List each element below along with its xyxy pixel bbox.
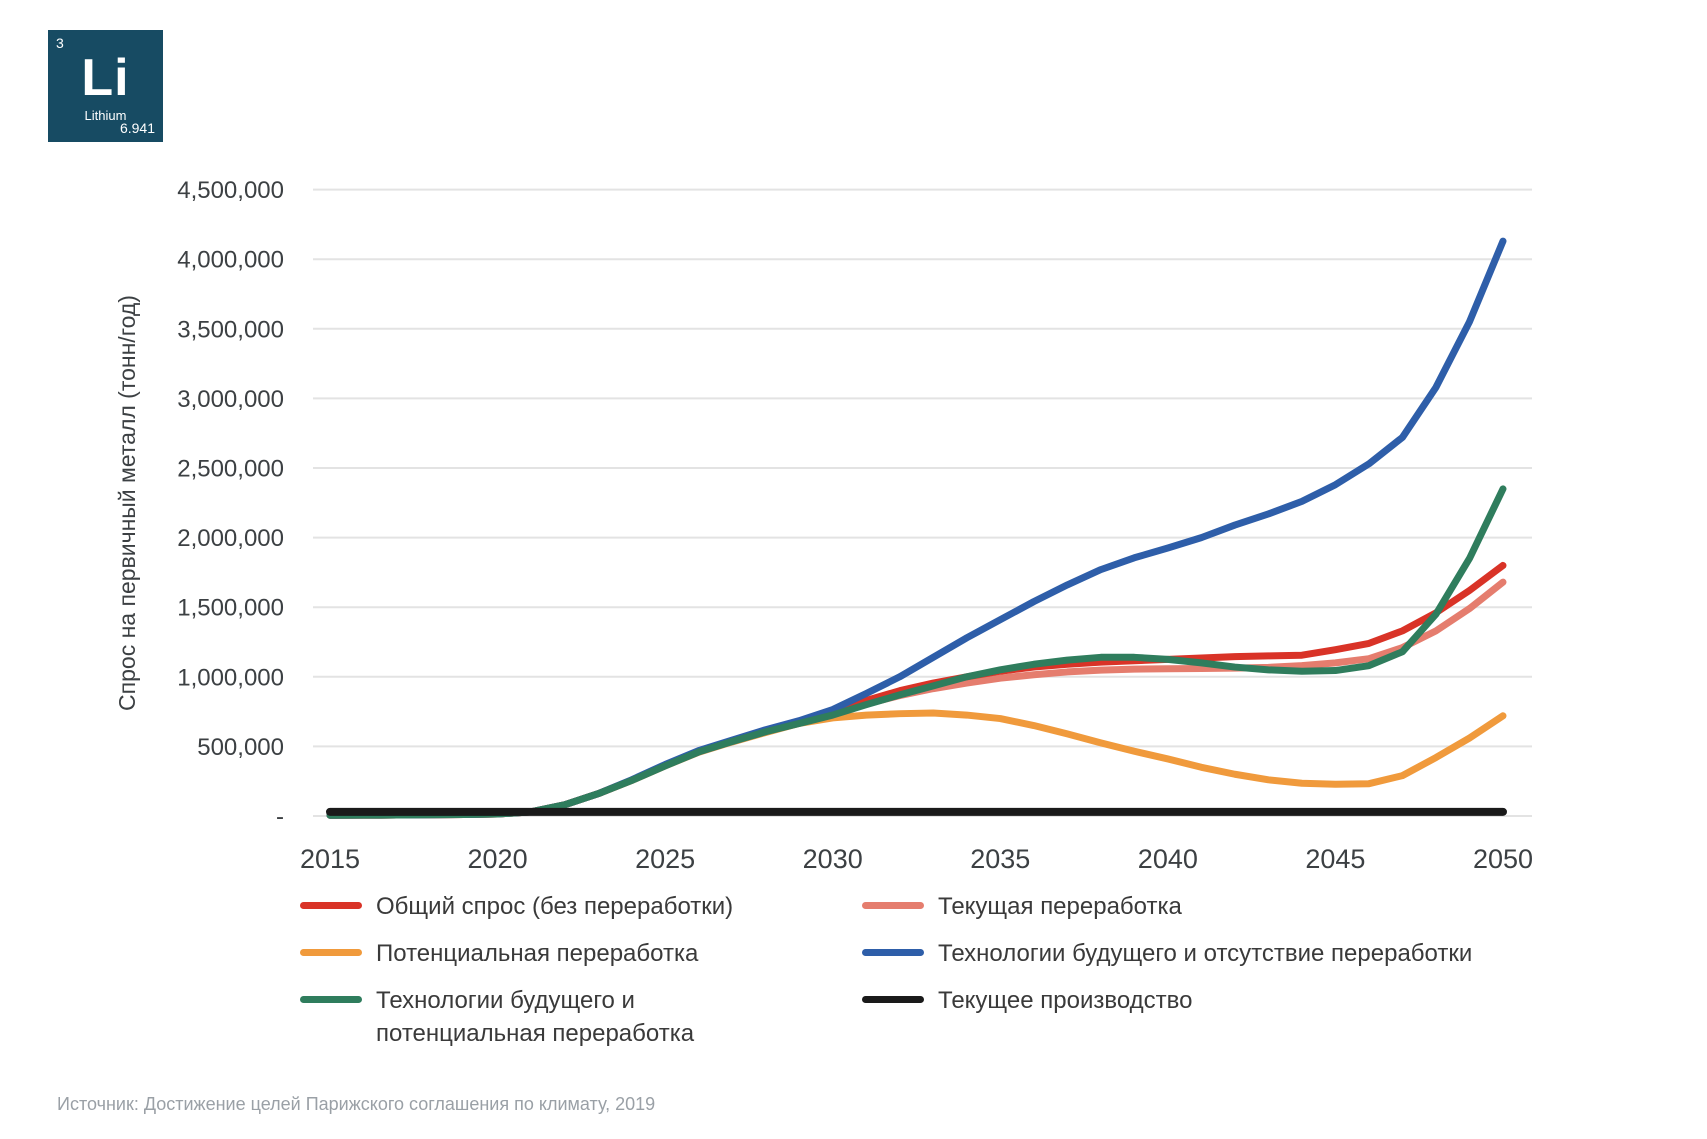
legend-item-current-recycling: Текущая переработка <box>862 890 1182 923</box>
legend-label: Технологии будущего и отсутствие перераб… <box>938 940 1473 967</box>
legend-item-potential-recycling: Потенциальная переработка <box>300 937 698 970</box>
x-tick-label: 2025 <box>635 844 695 874</box>
source-note: Источник: Достижение целей Парижского со… <box>57 1094 656 1114</box>
gridlines <box>313 188 1532 817</box>
legend-swatch-orange <box>300 949 362 956</box>
series-line-2 <box>326 709 1507 819</box>
legend-swatch-green <box>300 996 362 1003</box>
legend-item-future-tech-potential-recycling: Технологии будущего и потенциальная пере… <box>300 984 706 1050</box>
legend-item-total-demand: Общий спрос (без переработки) <box>300 890 733 923</box>
y-tick-label: 500,000 <box>197 734 284 761</box>
y-tick-label: - <box>276 804 284 831</box>
x-tick-label: 2050 <box>1473 844 1533 874</box>
legend-label: Общий спрос (без переработки) <box>376 893 734 920</box>
legend-label: Потенциальная переработка <box>376 940 699 967</box>
y-tick-label: 4,000,000 <box>177 247 284 274</box>
y-tick-label: 4,500,000 <box>177 177 284 204</box>
x-tick-label: 2035 <box>970 844 1030 874</box>
legend-swatch-blue <box>862 949 924 956</box>
y-tick-label: 3,000,000 <box>177 386 284 413</box>
legend-item-current-production: Текущее производство <box>862 984 1193 1017</box>
legend-swatch-black <box>862 996 924 1003</box>
series-line-3 <box>326 237 1507 819</box>
legend-swatch-salmon <box>862 902 924 909</box>
x-tick-label: 2015 <box>300 844 360 874</box>
element-symbol: Li <box>81 49 130 107</box>
atomic-number: 3 <box>56 35 64 51</box>
x-tick-label: 2030 <box>803 844 863 874</box>
legend-item-future-tech-no-recycling: Технологии будущего и отсутствие перераб… <box>862 937 1472 970</box>
y-axis-tick-labels: 4,500,000 4,000,000 3,500,000 3,000,000 2,50… <box>177 177 284 830</box>
x-tick-label: 2045 <box>1305 844 1365 874</box>
legend-swatch-red <box>300 902 362 909</box>
legend-label: Текущая переработка <box>938 893 1182 920</box>
atomic-mass: 6.941 <box>119 120 155 136</box>
x-tick-label: 2040 <box>1138 844 1198 874</box>
series-line-1 <box>326 578 1507 819</box>
lithium-element-tile: 3 Li Lithium 6.941 <box>48 30 163 142</box>
lithium-demand-line-chart: 4,500,000 4,000,000 3,500,000 3,000,000 2,50… <box>114 177 1533 874</box>
legend-label: Текущее производство <box>938 987 1193 1014</box>
legend-label: Технологии будущего и потенциальная пере… <box>376 987 695 1047</box>
y-tick-label: 1,500,000 <box>177 595 284 622</box>
chart-series-lines <box>326 237 1507 819</box>
x-tick-label: 2020 <box>468 844 528 874</box>
y-tick-label: 1,000,000 <box>177 664 284 691</box>
y-tick-label: 2,000,000 <box>177 525 284 552</box>
y-tick-label: 2,500,000 <box>177 456 284 483</box>
y-tick-label: 3,500,000 <box>177 316 284 343</box>
y-axis-title: Спрос на первичный металл (тонн/год) <box>114 295 140 711</box>
element-name: Lithium <box>84 108 127 123</box>
x-axis-tick-labels: 2015 2020 2025 2030 2035 2040 2045 2050 <box>300 844 1533 874</box>
